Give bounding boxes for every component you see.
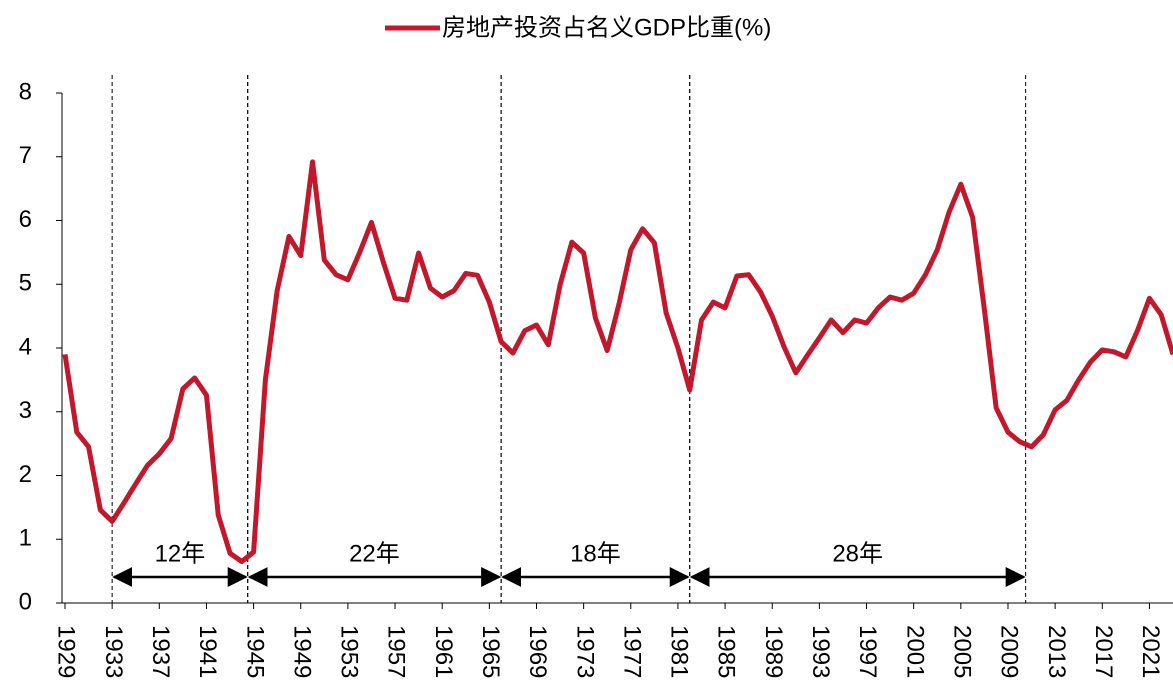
x-tick-label: 2009 [996, 625, 1023, 678]
x-tick-label: 1937 [147, 625, 174, 678]
period-label: 22年 [349, 540, 400, 567]
period-label: 28年 [832, 540, 883, 567]
y-tick-label: 5 [19, 270, 32, 297]
x-tick-label: 2021 [1137, 625, 1164, 678]
y-tick-label: 8 [19, 78, 32, 105]
x-tick-label: 1989 [760, 625, 787, 678]
x-tick-label: 1977 [618, 625, 645, 678]
y-tick-label: 4 [19, 333, 32, 360]
y-tick-label: 7 [19, 142, 32, 169]
x-tick-label: 1941 [194, 625, 221, 678]
x-tick-label: 1957 [383, 625, 410, 678]
x-tick-label: 1945 [241, 625, 268, 678]
x-tick-label: 1969 [524, 625, 551, 678]
legend-label: 房地产投资占名义GDP比重(%) [442, 14, 771, 41]
x-tick-label: 1933 [100, 625, 127, 678]
data-line [62, 159, 1173, 565]
x-tick-label: 1993 [807, 625, 834, 678]
x-tick-label: 2001 [901, 625, 928, 678]
y-tick-label: 1 [19, 525, 32, 552]
y-tick-label: 6 [19, 206, 32, 233]
x-tick-label: 2017 [1090, 625, 1117, 678]
x-tick-label: 1961 [430, 625, 457, 678]
x-tick-label: 1929 [53, 625, 80, 678]
y-tick-label: 2 [19, 461, 32, 488]
x-tick-label: 1985 [713, 625, 740, 678]
x-tick-label: 1949 [288, 625, 315, 678]
y-tick-label: 3 [19, 397, 32, 424]
x-tick-label: 2013 [1043, 625, 1070, 678]
x-tick-label: 1953 [336, 625, 363, 678]
y-tick-label: 0 [19, 588, 32, 615]
x-tick-label: 1965 [477, 625, 504, 678]
x-tick-label: 1973 [571, 625, 598, 678]
period-label: 18年 [570, 540, 621, 567]
x-tick-label: 2005 [948, 625, 975, 678]
period-label: 12年 [155, 540, 206, 567]
x-tick-label: 1981 [666, 625, 693, 678]
x-tick-label: 1997 [854, 625, 881, 678]
